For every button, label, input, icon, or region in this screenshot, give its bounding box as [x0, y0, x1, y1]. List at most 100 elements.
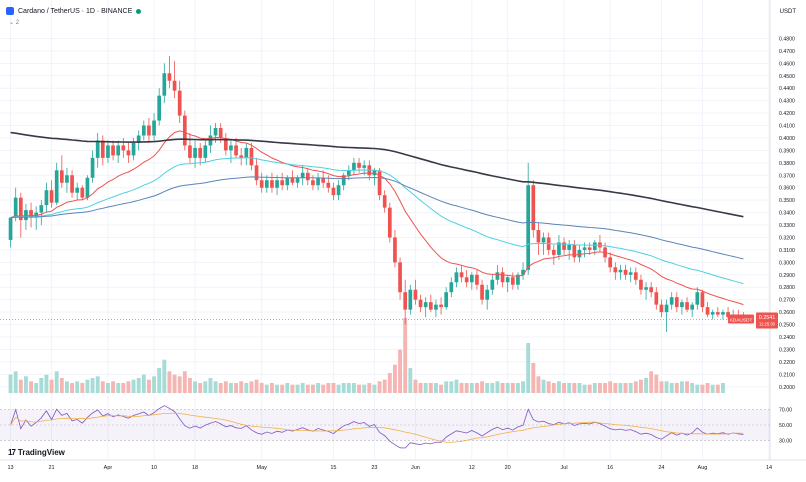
- volume-bar: [182, 371, 187, 393]
- volume-bar: [234, 383, 239, 393]
- indicator-toggle[interactable]: ⌄ 2: [9, 20, 20, 26]
- volume-bar: [13, 371, 18, 393]
- tradingview-logo[interactable]: 17 TradingView: [8, 448, 65, 457]
- candle-body: [659, 304, 664, 313]
- candle-body: [259, 180, 264, 188]
- volume-bar: [515, 383, 520, 393]
- candle-body: [464, 277, 469, 283]
- volume-bar: [167, 371, 172, 393]
- volume-bar: [674, 383, 679, 393]
- volume-bar: [556, 381, 561, 393]
- volume-bar: [464, 383, 469, 393]
- candle-body: [613, 267, 618, 273]
- volume-bar: [249, 381, 254, 393]
- candle-body: [136, 135, 141, 143]
- candle-body: [628, 272, 633, 275]
- volume-bar: [572, 383, 577, 393]
- y-tick-label: 0.2900: [779, 273, 795, 279]
- volume-bar: [485, 383, 490, 393]
- volume-bar: [587, 384, 592, 393]
- candle-body: [721, 312, 725, 315]
- candle-body: [633, 272, 638, 280]
- volume-bar: [387, 373, 392, 393]
- candle-body: [218, 128, 223, 138]
- y-tick-label: 0.2000: [779, 385, 795, 391]
- candle-body: [469, 274, 474, 283]
- price-axis[interactable]: 0.4800 0.4700 0.4600 0.4500 0.4400 0.4300 0.42…: [779, 36, 795, 444]
- candle-body: [393, 237, 397, 263]
- candle-body: [382, 195, 387, 208]
- volume-bar: [382, 379, 387, 393]
- candle-body: [311, 180, 315, 186]
- volume-bar: [49, 379, 54, 393]
- candle-body: [285, 177, 290, 186]
- candle-body: [249, 147, 254, 166]
- x-tick-label: 16: [607, 465, 613, 471]
- volume-bar: [628, 383, 633, 393]
- candle-body: [505, 277, 510, 283]
- tradingview-mark-icon: 17: [8, 448, 16, 457]
- candle-body: [316, 177, 320, 186]
- ema-line: [10, 130, 744, 306]
- volume-bar: [259, 383, 264, 393]
- candle-body: [65, 175, 69, 183]
- rsi-line: [10, 405, 744, 449]
- volume-bar: [618, 383, 623, 393]
- volume-bar: [126, 381, 131, 393]
- candle-body: [710, 312, 715, 315]
- symbol-header[interactable]: Cardano / TetherUS · 1D · BINANCE: [6, 7, 142, 15]
- candle-body: [39, 205, 44, 213]
- candle-body: [649, 287, 654, 293]
- volume-bar: [644, 378, 649, 393]
- candle-body: [295, 177, 300, 183]
- candle-body: [234, 145, 238, 156]
- candle-body: [346, 170, 351, 176]
- symbol-tag: ADAUSDT: [730, 317, 753, 323]
- volume-bar: [444, 381, 449, 393]
- candle-body: [59, 170, 64, 183]
- volume-bar: [695, 384, 700, 393]
- candle-body: [177, 90, 182, 116]
- candle-body: [695, 292, 700, 305]
- candle-body: [321, 177, 326, 183]
- candle-body: [490, 279, 495, 290]
- candle-body: [516, 274, 520, 285]
- volume-bar: [715, 384, 720, 393]
- candle-body: [264, 180, 269, 188]
- candle-body: [690, 304, 695, 310]
- candle-body: [70, 175, 74, 193]
- volume-bar: [162, 359, 167, 393]
- candle-body: [126, 150, 131, 156]
- candle-body: [434, 304, 438, 310]
- volume-bar: [64, 381, 69, 393]
- x-tick-label: 23: [371, 465, 377, 471]
- candle-body: [459, 272, 464, 278]
- time-axis[interactable]: 1321Apr1018May1523Jun1220Jul1624Aug1422S…: [8, 465, 806, 471]
- current-price-label: 0.2541: [759, 315, 776, 321]
- y-tick-label: 0.3500: [779, 198, 795, 204]
- candle-body: [290, 177, 295, 183]
- volume-bar: [203, 381, 208, 393]
- volume-bar: [613, 383, 618, 393]
- volume-bar: [577, 383, 582, 393]
- volume-bar: [285, 383, 290, 393]
- volume-bar: [223, 381, 228, 393]
- candle-body: [654, 292, 659, 305]
- volume-bar: [300, 383, 305, 393]
- volume-bar: [90, 378, 95, 393]
- candle-body: [352, 162, 356, 171]
- candle-body: [229, 145, 233, 151]
- candle-body: [557, 242, 561, 255]
- volume-bar: [141, 374, 146, 393]
- x-tick-label: Jul: [561, 465, 568, 471]
- y-tick-label: 0.3800: [779, 161, 795, 167]
- ema-line: [10, 131, 744, 218]
- volume-bar: [269, 383, 274, 393]
- candle-body: [193, 147, 197, 158]
- volume-bar: [316, 383, 321, 393]
- volume-bar: [239, 381, 244, 393]
- volume-bar: [403, 318, 408, 393]
- candle-body: [587, 247, 592, 250]
